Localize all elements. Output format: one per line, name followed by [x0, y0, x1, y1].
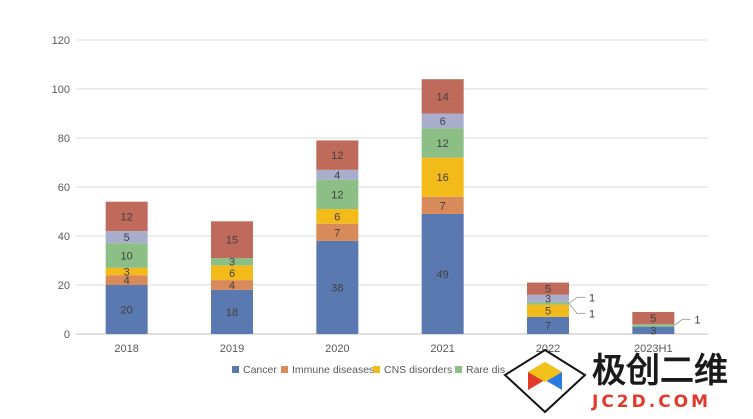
- data-label: 3: [545, 293, 551, 305]
- bar-segment: [527, 282, 569, 295]
- data-label: 49: [437, 269, 449, 281]
- bar-segment: [211, 221, 253, 259]
- bar-segment: [316, 209, 359, 224]
- watermark: 极创二维 JC2D.COM: [503, 348, 728, 414]
- legend-label: Immune diseases: [292, 364, 374, 376]
- legend-swatch: [232, 366, 239, 373]
- data-label: 7: [440, 200, 446, 212]
- data-label: 3: [124, 267, 130, 279]
- data-label: 38: [331, 282, 343, 294]
- data-label: 14: [437, 91, 449, 103]
- data-label: 5: [545, 284, 551, 296]
- legend: Cancer Immune diseases CNS disorders Rare d…: [232, 364, 505, 376]
- callouts: 1 1 1: [568, 292, 700, 326]
- bar-segment: [316, 179, 359, 210]
- data-label: 6: [229, 268, 235, 280]
- callout-label: 1: [589, 308, 595, 320]
- watermark-url: JC2D.COM: [591, 392, 711, 412]
- bar-segment: [421, 79, 464, 114]
- y-axis: 0 20 40 60 80 100 120: [52, 35, 70, 341]
- data-label: 12: [437, 138, 449, 150]
- bar-segment: [211, 289, 253, 334]
- bar-segment: [105, 267, 148, 276]
- x-tick-label: 2019: [220, 343, 244, 355]
- legend-label: CNS disorders: [384, 364, 452, 376]
- legend-label: Rare dis: [466, 364, 505, 376]
- watermark-name: 极创二维: [592, 351, 728, 391]
- data-label: 12: [331, 150, 343, 162]
- data-label: 6: [440, 116, 446, 128]
- y-tick-label: 80: [58, 133, 70, 145]
- x-tick-label: 2020: [325, 343, 349, 355]
- data-label: 12: [331, 189, 343, 201]
- bar-segment: [421, 213, 464, 334]
- callout-line: [568, 303, 585, 314]
- callout-label: 1: [694, 314, 700, 326]
- data-label: 7: [334, 227, 340, 239]
- data-label: 16: [437, 172, 449, 184]
- bar-segment: [421, 113, 464, 129]
- data-label: 4: [124, 275, 130, 287]
- bar-segment: [527, 294, 569, 303]
- legend-swatch: [373, 366, 380, 373]
- bar-segment: [211, 258, 253, 266]
- data-label: 3: [650, 325, 656, 337]
- data-label: 4: [334, 170, 340, 182]
- bar-segment: [632, 311, 675, 325]
- data-label: 5: [124, 232, 130, 244]
- data-label: 15: [226, 235, 238, 247]
- watermark-logo-icon: [503, 348, 587, 414]
- legend-swatch: [455, 366, 462, 373]
- data-label: 6: [334, 211, 340, 223]
- data-label: 7: [545, 320, 551, 332]
- legend-label: Cancer: [243, 364, 277, 376]
- callout-label: 1: [589, 292, 595, 304]
- x-tick-label: 2018: [114, 343, 138, 355]
- x-axis: 2018 2019 2020 2021 2022 2023H1: [114, 343, 672, 355]
- callout-line: [568, 296, 585, 304]
- y-tick-label: 40: [58, 231, 70, 243]
- bar-segment: [211, 280, 253, 290]
- data-label: 20: [121, 305, 133, 317]
- bar-segment: [105, 275, 148, 285]
- bar-segment: [421, 128, 464, 158]
- bar-segment: [105, 243, 148, 268]
- data-label: 18: [226, 307, 238, 319]
- data-label: 5: [545, 306, 551, 318]
- bar-segment: [632, 324, 675, 327]
- data-labels: 2043105121846315387612412497161261475353…: [121, 91, 657, 337]
- x-tick-label: 2021: [430, 343, 454, 355]
- x-tick-label: 2023H1: [634, 343, 673, 355]
- y-tick-label: 0: [64, 329, 70, 341]
- bar-segment: [421, 196, 464, 214]
- data-label: 5: [650, 313, 656, 325]
- bar-segment: [527, 302, 569, 305]
- bar-segment: [316, 223, 359, 241]
- callout-line: [674, 318, 691, 326]
- y-tick-label: 100: [52, 84, 70, 96]
- bar-segment: [316, 240, 359, 334]
- bar-segment: [421, 157, 464, 197]
- y-tick-label: 20: [58, 280, 70, 292]
- bar-segment: [316, 140, 359, 170]
- bar-segment: [632, 326, 675, 334]
- bar-segment: [105, 231, 148, 244]
- bars: [105, 79, 675, 334]
- bar-segment: [527, 304, 569, 317]
- y-tick-label: 120: [52, 35, 70, 47]
- bar-segment: [527, 316, 569, 334]
- y-tick-label: 60: [58, 182, 70, 194]
- data-label: 12: [121, 211, 133, 223]
- legend-swatch: [281, 366, 288, 373]
- bar-segment: [105, 285, 148, 334]
- bar-segment: [105, 201, 148, 232]
- bar-segment: [316, 169, 359, 180]
- data-label: 10: [121, 251, 133, 263]
- data-label: 3: [229, 257, 235, 269]
- data-label: 4: [229, 280, 235, 292]
- gridlines: [76, 39, 708, 335]
- bar-segment: [211, 265, 253, 281]
